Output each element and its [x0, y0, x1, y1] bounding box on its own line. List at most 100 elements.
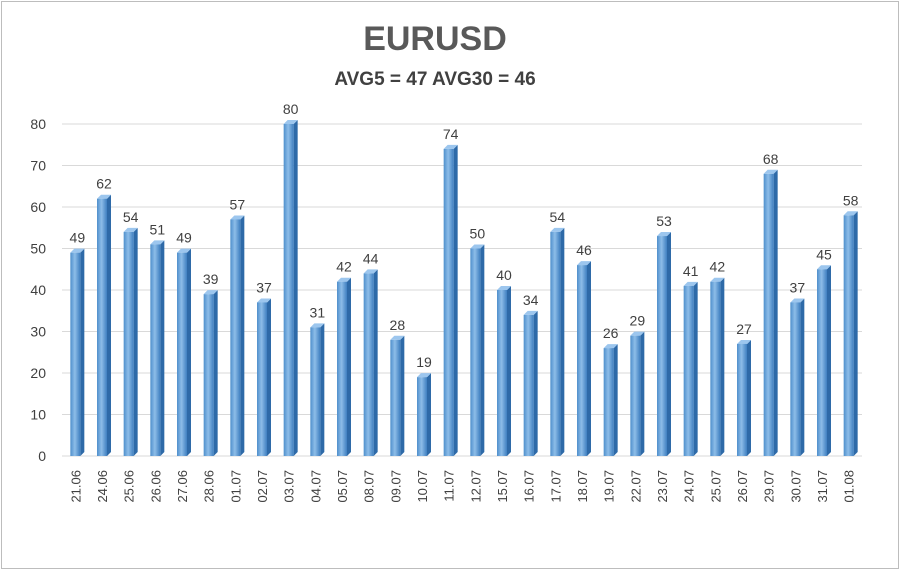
x-tick-label: 05.07: [335, 470, 350, 503]
bar-top: [203, 290, 218, 295]
x-tick-label: 21.06: [68, 470, 83, 503]
bar-top: [417, 373, 431, 378]
y-tick-label: 10: [30, 407, 46, 423]
bar-top: [523, 310, 538, 315]
bar-side: [293, 120, 298, 456]
bar-29.07: [763, 169, 778, 457]
x-tick-label: 27.06: [175, 470, 190, 503]
bar-front: [843, 215, 854, 456]
bar-front: [390, 339, 401, 456]
bar-front: [630, 335, 641, 456]
data-label: 68: [763, 151, 779, 167]
bar-top: [710, 277, 725, 282]
bar-front: [70, 252, 81, 456]
data-label: 54: [123, 209, 139, 225]
bar-11.07: [443, 144, 458, 456]
data-label: 46: [576, 242, 592, 258]
bar-top: [657, 232, 671, 237]
bar-side: [667, 232, 671, 456]
data-label: 50: [470, 226, 486, 242]
bar-front: [497, 290, 507, 456]
x-tick-label: 12.07: [468, 470, 483, 503]
x-tick-label: 30.07: [788, 470, 803, 503]
x-tick-label: 24.07: [682, 470, 697, 503]
y-tick-label: 50: [30, 241, 46, 257]
bar-front: [603, 348, 614, 456]
bar-side: [560, 227, 565, 456]
bar-front: [737, 343, 747, 456]
data-label: 27: [736, 321, 752, 337]
bar-side: [320, 323, 325, 456]
bar-08.07: [363, 269, 378, 456]
x-tick-label: 04.07: [308, 470, 323, 503]
bar-28.06: [203, 290, 218, 456]
data-label: 58: [843, 192, 859, 208]
data-label: 34: [523, 292, 539, 308]
bar-side: [453, 144, 458, 456]
bar-17.07: [550, 227, 565, 456]
bar-side: [400, 335, 405, 456]
bar-top: [550, 227, 565, 232]
bar-21.06: [70, 248, 85, 456]
data-label: 39: [203, 271, 219, 287]
bar-24.07: [683, 281, 698, 456]
bar-25.06: [123, 227, 138, 456]
bar-24.06: [97, 194, 111, 456]
bar-side: [773, 169, 778, 457]
bar-top: [70, 248, 85, 253]
bar-side: [213, 290, 218, 456]
bar-top: [150, 240, 165, 245]
bar-05.07: [337, 277, 351, 456]
bar-19.07: [603, 344, 618, 456]
x-tick-label: 16.07: [522, 470, 537, 503]
x-tick-label: 25.06: [122, 470, 137, 503]
bar-25.07: [710, 277, 725, 456]
data-label: 53: [656, 213, 672, 229]
bar-front: [97, 198, 107, 456]
bar-side: [533, 310, 538, 456]
bar-side: [853, 211, 858, 456]
bar-front: [337, 281, 347, 456]
data-label: 62: [96, 176, 112, 192]
data-label: 42: [336, 259, 352, 275]
data-label: 44: [363, 250, 379, 266]
bar-side: [747, 339, 751, 456]
bar-top: [177, 248, 191, 253]
bar-front: [417, 377, 427, 456]
bar-front: [683, 285, 694, 456]
data-label: 57: [230, 196, 246, 212]
bar-side: [720, 277, 725, 456]
bar-front: [657, 236, 667, 456]
bar-top: [310, 323, 325, 328]
bar-16.07: [523, 310, 538, 456]
x-tick-label: 29.07: [762, 470, 777, 503]
bar-front: [363, 273, 374, 456]
bar-side: [187, 248, 191, 456]
x-tick-label: 09.07: [388, 470, 403, 503]
data-label: 51: [150, 221, 166, 237]
bar-top: [630, 331, 645, 336]
x-tick-label: 31.07: [815, 470, 830, 503]
x-tick-label: 15.07: [495, 470, 510, 503]
x-tick-label: 23.07: [655, 470, 670, 503]
x-tick-label: 26.06: [148, 470, 163, 503]
x-tick-label: 01.07: [228, 470, 243, 503]
bar-top: [497, 286, 511, 290]
data-label: 74: [443, 126, 459, 142]
x-tick-label: 08.07: [362, 470, 377, 503]
data-label: 40: [496, 267, 512, 283]
x-tick-label: 24.06: [95, 470, 110, 503]
bar-side: [133, 227, 138, 456]
data-label: 80: [283, 101, 299, 117]
chart-subtitle: AVG5 = 47 AVG30 = 46: [334, 69, 535, 90]
x-tick-label: 26.07: [735, 470, 750, 503]
bar-top: [123, 227, 138, 232]
bar-front: [523, 314, 534, 456]
data-label: 26: [603, 325, 619, 341]
bar-top: [737, 339, 751, 344]
x-tick-label: 11.07: [442, 470, 457, 502]
bar-top: [97, 194, 111, 199]
bar-top: [390, 335, 405, 340]
bar-front: [150, 244, 161, 456]
bar-front: [550, 231, 561, 456]
